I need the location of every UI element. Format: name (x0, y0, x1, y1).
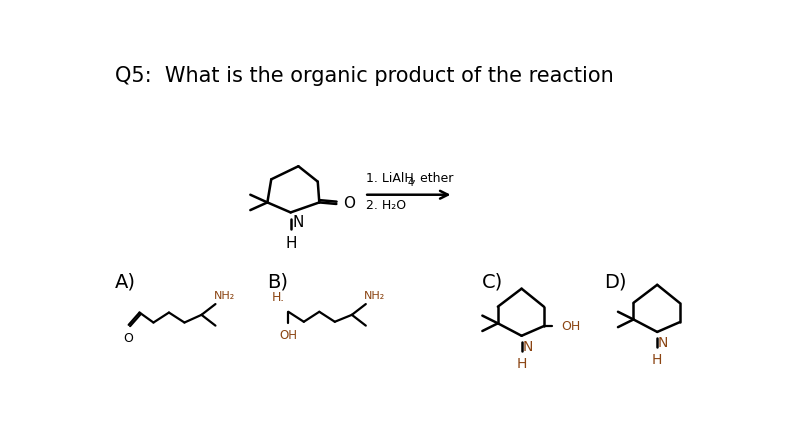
Text: C): C) (482, 272, 503, 291)
Text: H: H (285, 236, 297, 251)
Text: D): D) (604, 272, 627, 291)
Text: H: H (652, 354, 663, 367)
Text: 1. LiAlH: 1. LiAlH (366, 171, 413, 185)
Text: N: N (522, 339, 533, 354)
Text: OH: OH (280, 329, 297, 343)
Text: N: N (658, 336, 668, 350)
Text: A): A) (114, 272, 135, 291)
Text: NH₂: NH₂ (364, 291, 385, 301)
Text: NH₂: NH₂ (214, 291, 235, 301)
Text: 4: 4 (408, 178, 413, 188)
Text: H.: H. (272, 291, 285, 304)
Text: H: H (517, 357, 527, 371)
Text: OH: OH (561, 320, 580, 332)
Text: B): B) (268, 272, 289, 291)
Text: O: O (343, 196, 355, 211)
Text: 2. H₂O: 2. H₂O (366, 198, 406, 212)
Text: N: N (292, 215, 304, 230)
Text: Q5:  What is the organic product of the reaction: Q5: What is the organic product of the r… (114, 66, 613, 86)
Text: O: O (123, 332, 133, 345)
Text: , ether: , ether (413, 171, 454, 185)
